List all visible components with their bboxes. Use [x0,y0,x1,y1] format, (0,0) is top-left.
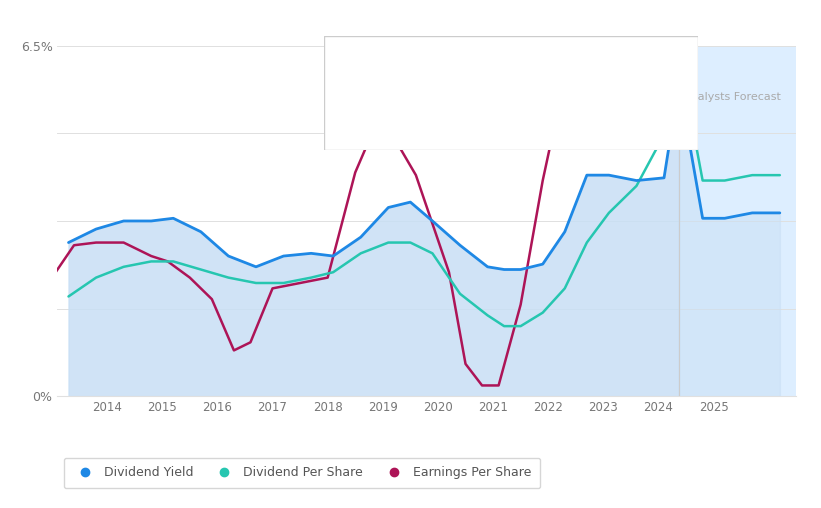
Text: CHF29.989 /yr: CHF29.989 /yr [511,107,600,117]
Text: 5.8% /yr: 5.8% /yr [511,80,562,90]
Legend: Dividend Yield, Dividend Per Share, Earnings Per Share: Dividend Yield, Dividend Per Share, Earn… [64,458,540,488]
Text: Analysts Forecast: Analysts Forecast [683,92,782,102]
Bar [679,46,796,396]
Text: Past: Past [651,92,675,102]
Text: No data: No data [511,135,555,145]
Text: Dividend Yield: Dividend Yield [339,80,419,90]
Text: Dividend Per Share: Dividend Per Share [339,107,446,117]
FancyBboxPatch shape [324,36,698,150]
Point [672,79,686,87]
Text: May 14 2024: May 14 2024 [339,50,424,62]
Text: Earnings Per Share: Earnings Per Share [339,135,445,145]
Point [672,50,686,58]
